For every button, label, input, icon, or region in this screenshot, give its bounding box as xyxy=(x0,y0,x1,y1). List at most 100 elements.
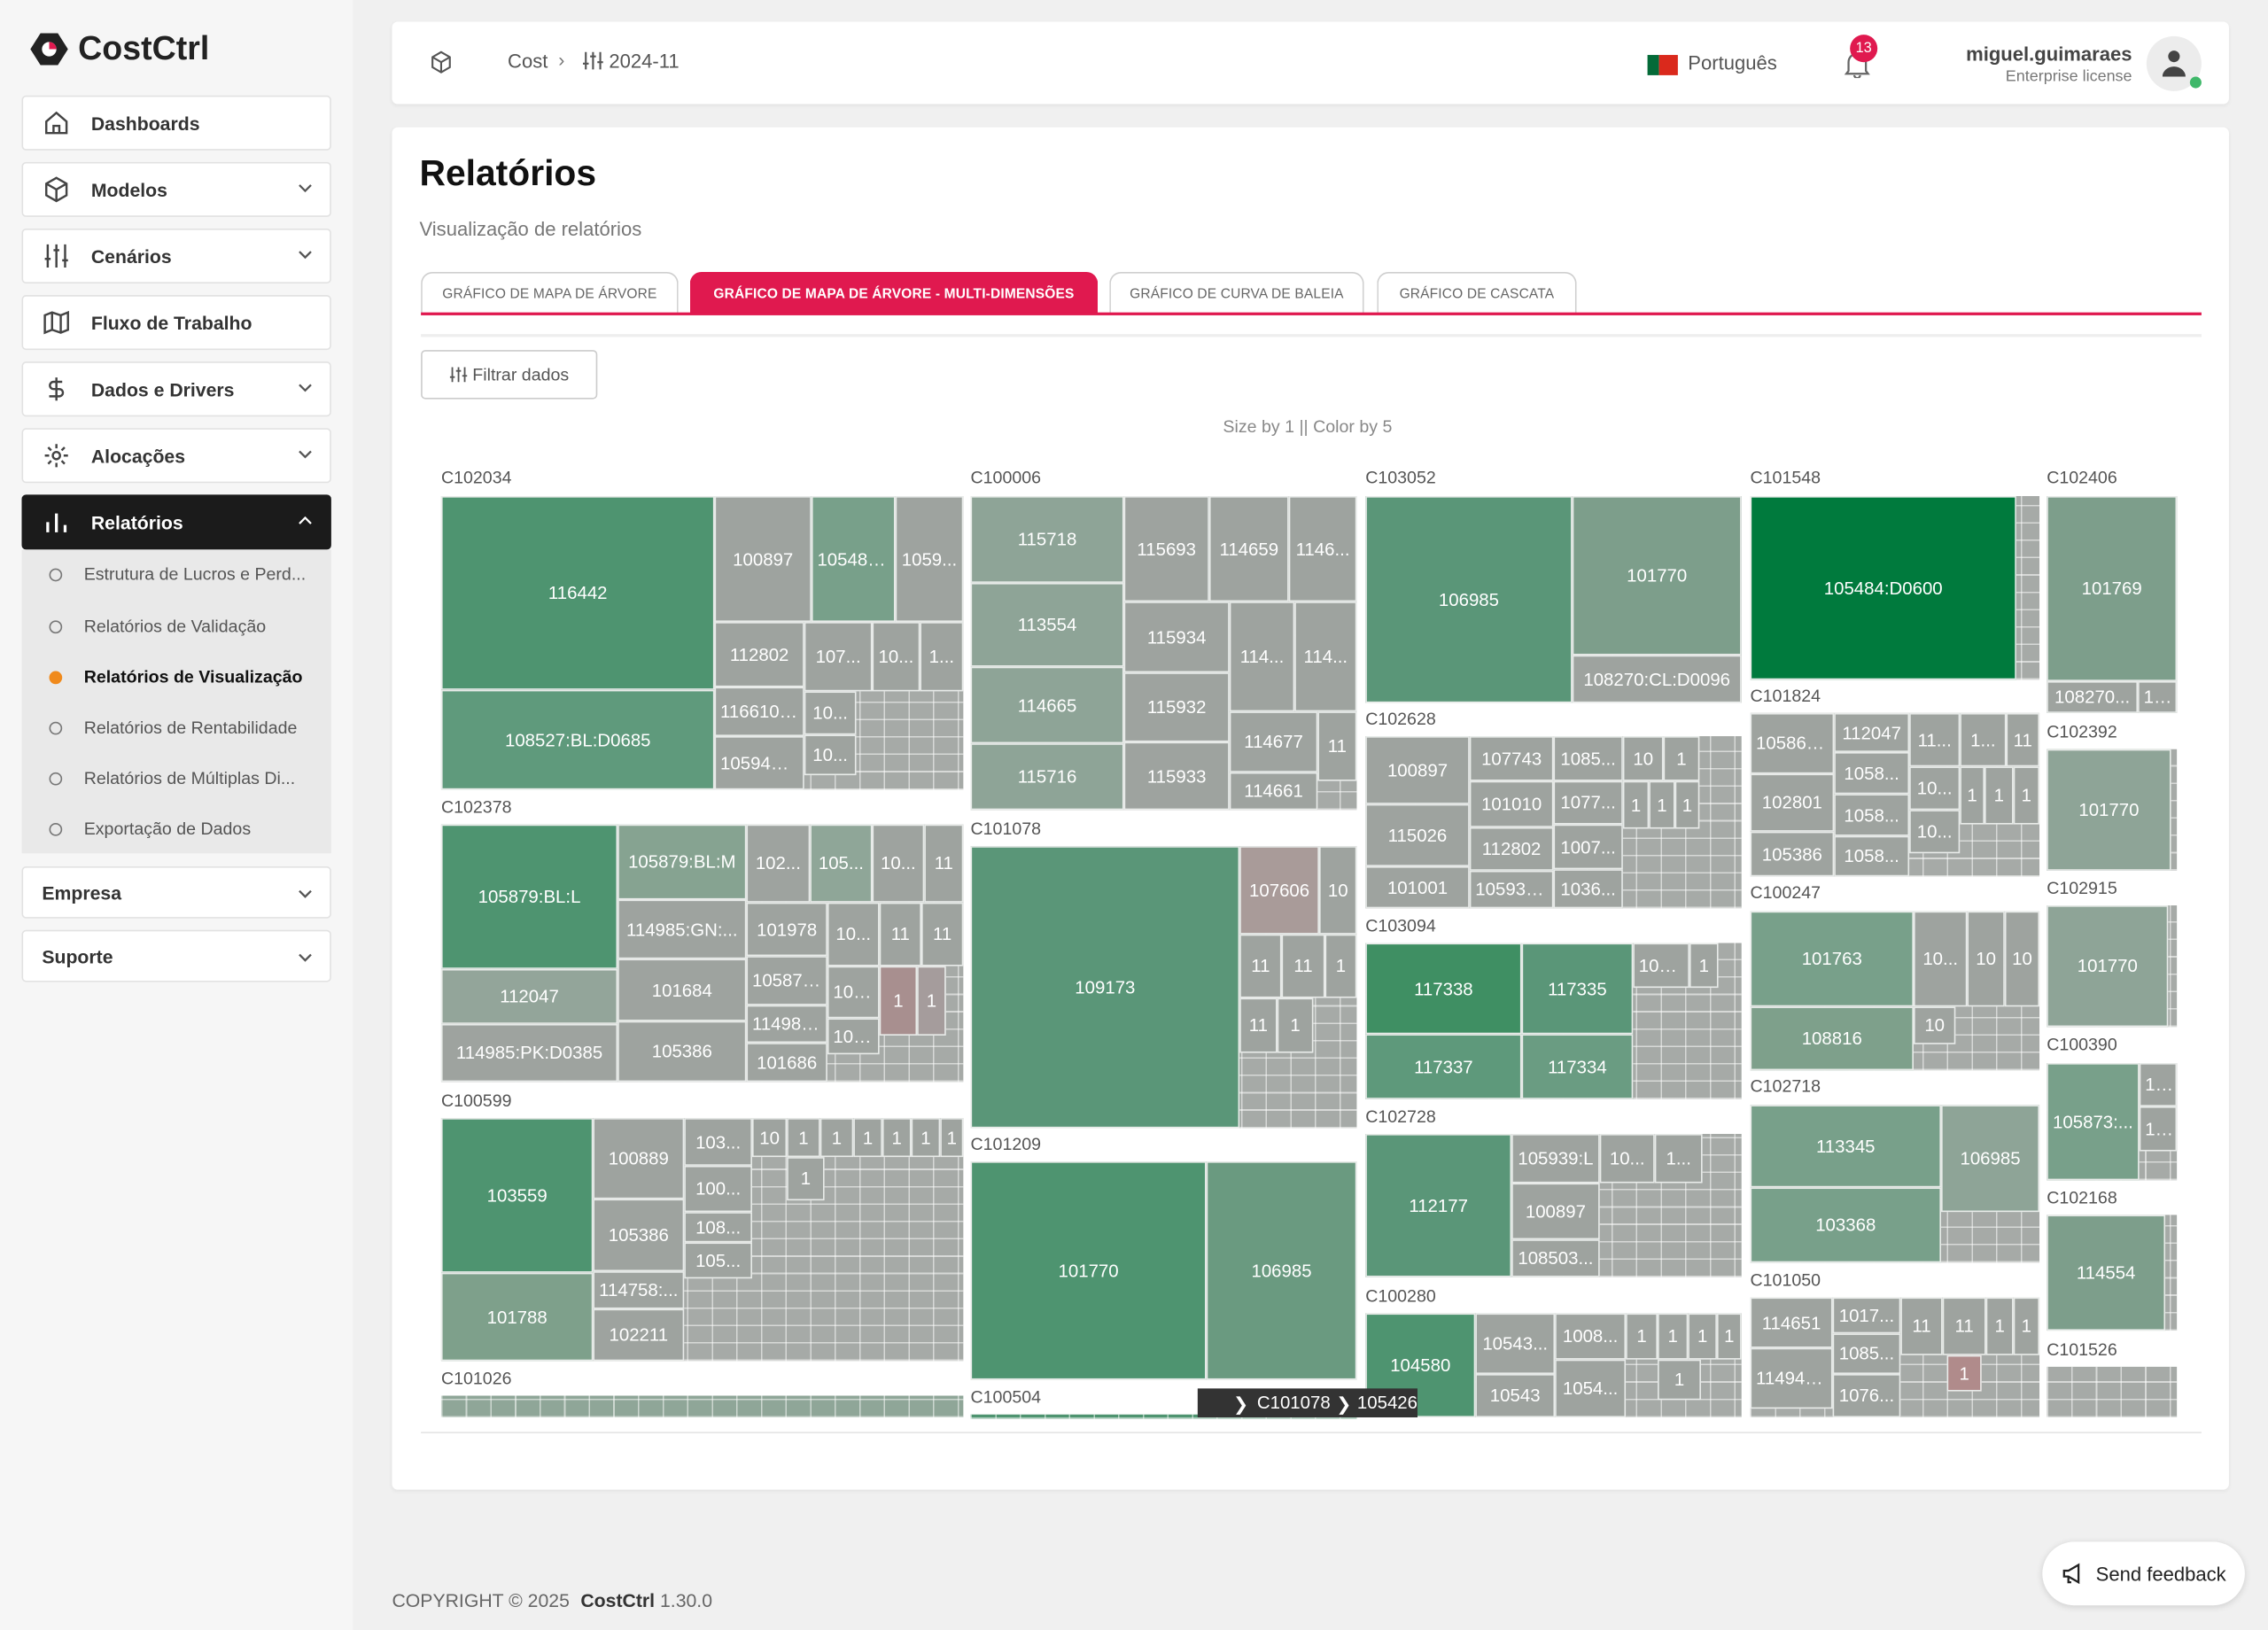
treemap-group[interactable] xyxy=(2047,1366,2178,1417)
treemap-tile[interactable]: 115934 xyxy=(1123,602,1230,673)
treemap-tile[interactable]: 105386 xyxy=(617,1021,747,1083)
treemap-tile[interactable]: 105942:... xyxy=(714,736,804,790)
treemap-tile[interactable]: 105386 xyxy=(593,1199,685,1272)
treemap-tile[interactable]: 108816 xyxy=(1750,1006,1914,1071)
treemap-tile[interactable]: 102 xyxy=(2139,1106,2178,1152)
treemap-tile[interactable]: 106985 xyxy=(1941,1105,2040,1213)
treemap-tile[interactable]: 1058... xyxy=(1834,835,1910,877)
treemap-tile[interactable]: 10... xyxy=(1599,1134,1655,1184)
treemap-tile[interactable]: 115932 xyxy=(1123,672,1230,742)
treemap-tile[interactable]: 1 xyxy=(853,1118,882,1158)
logo[interactable]: CostCtrl xyxy=(29,29,209,68)
treemap-tile[interactable]: 1 xyxy=(787,1157,825,1201)
language-selector[interactable]: Português xyxy=(1688,51,1777,74)
treemap-tile[interactable]: 105873:... xyxy=(2047,1063,2140,1181)
treemap-tile[interactable]: 105879:BL:L xyxy=(440,824,618,969)
treemap-group[interactable] xyxy=(440,1395,964,1417)
treemap-tile[interactable]: 115718 xyxy=(970,496,1124,583)
treemap-tile[interactable]: 11 xyxy=(2006,712,2040,767)
tab-waterfall[interactable]: GRÁFICO DE CASCATA xyxy=(1377,271,1577,314)
treemap-tile[interactable]: 101770 xyxy=(2047,905,2169,1028)
treemap-tile[interactable]: 101770 xyxy=(970,1161,1207,1380)
treemap-tile[interactable]: 108527:BL:D0685 xyxy=(440,689,715,790)
treemap-tile[interactable]: 108503... xyxy=(1511,1239,1600,1277)
treemap-tile[interactable]: 1 xyxy=(1626,1313,1658,1360)
treemap-tile[interactable]: 10... xyxy=(872,824,925,903)
treemap-tile[interactable]: 1 xyxy=(819,1118,854,1158)
treemap-tile[interactable]: 112177 xyxy=(1365,1134,1512,1277)
breadcrumb-cost[interactable]: Cost xyxy=(508,50,548,73)
treemap-tile[interactable]: 10 xyxy=(2004,911,2040,1007)
treemap-tile[interactable]: 108... xyxy=(684,1212,752,1243)
treemap-tile[interactable]: 1 xyxy=(879,966,918,1036)
treemap-tile[interactable]: 102211 xyxy=(593,1308,685,1362)
tab-treemap-multi-dimensions[interactable]: GRÁFICO DE MAPA DE ÁRVORE - MULTI-DIMENS… xyxy=(689,271,1099,314)
treemap-tile[interactable]: 103... xyxy=(684,1118,752,1166)
treemap-tile[interactable]: 108270... xyxy=(2047,680,2139,713)
treemap-tile[interactable]: 10... xyxy=(872,622,920,692)
treemap-tile[interactable]: 1... xyxy=(920,622,964,692)
submenu-item-estrutura[interactable]: Estrutura de Lucros e Perd... xyxy=(21,553,330,596)
treemap-tile[interactable]: 1 xyxy=(1277,997,1314,1053)
treemap-tile[interactable]: 1058... xyxy=(1834,751,1910,795)
treemap-tile[interactable]: 1 xyxy=(911,1118,941,1158)
treemap-tile[interactable]: 103368 xyxy=(1750,1187,1942,1263)
treemap-tile[interactable]: 10... xyxy=(804,734,857,776)
treemap-tile[interactable]: 105... xyxy=(684,1242,752,1279)
treemap-tile[interactable]: 1 xyxy=(1649,780,1675,829)
treemap-tile[interactable]: 112802 xyxy=(714,622,804,687)
tab-treemap[interactable]: GRÁFICO DE MAPA DE ÁRVORE xyxy=(421,271,679,314)
treemap-tile[interactable]: 112802 xyxy=(1469,827,1554,871)
treemap-tile[interactable]: 105... xyxy=(1633,943,1689,989)
treemap-tile[interactable]: 105939:L xyxy=(1511,1134,1600,1184)
treemap-tile[interactable]: 114554 xyxy=(2047,1215,2166,1331)
treemap-tile[interactable]: 101763 xyxy=(1750,911,1914,1007)
treemap-tile[interactable]: 115933 xyxy=(1123,741,1230,811)
treemap-tile[interactable]: 11 xyxy=(879,902,921,966)
treemap-tile[interactable]: 11 xyxy=(921,902,964,966)
treemap-tile[interactable]: 100897 xyxy=(1365,736,1470,804)
treemap-tile[interactable]: 100897 xyxy=(714,496,812,623)
breadcrumb-level[interactable]: 105426 xyxy=(1356,1393,1418,1414)
treemap-tile[interactable]: 1076... xyxy=(1832,1374,1901,1417)
treemap-tile[interactable]: 105484:D0600 xyxy=(1750,496,2016,680)
treemap-tile[interactable]: 106985 xyxy=(1365,496,1573,703)
treemap-tile[interactable]: 1017... xyxy=(1832,1297,1901,1334)
treemap-tile[interactable]: 115716 xyxy=(970,743,1124,811)
treemap-tile[interactable]: 1... xyxy=(1654,1134,1703,1184)
treemap-tile[interactable]: 107... xyxy=(804,622,873,692)
treemap-tile[interactable]: 1 xyxy=(917,966,946,1036)
treemap-tile[interactable]: 1146... xyxy=(1288,496,1357,602)
treemap-tile[interactable]: 100... xyxy=(827,1018,880,1055)
treemap-tile[interactable]: 115693 xyxy=(1123,496,1209,602)
treemap-breadcrumb[interactable]: ❯ C101078 ❯ 105426 xyxy=(1197,1388,1418,1417)
treemap-tile[interactable]: 112047 xyxy=(440,968,618,1024)
treemap-tile[interactable]: 114941... xyxy=(1750,1347,1833,1409)
treemap-tile[interactable]: 100889 xyxy=(593,1118,685,1199)
treemap-tile[interactable]: 1085... xyxy=(1553,736,1623,781)
submenu-item-rentabilidade[interactable]: Relatórios de Rentabilidade xyxy=(21,706,330,749)
treemap-tile[interactable]: 112047 xyxy=(1834,712,1910,752)
cube-icon[interactable] xyxy=(431,50,452,74)
treemap-tile[interactable]: 103559 xyxy=(440,1118,594,1273)
treemap-tile[interactable]: 102... xyxy=(746,824,811,903)
treemap-tile[interactable]: 11 xyxy=(1281,934,1325,998)
treemap-tile[interactable]: 1 xyxy=(2013,766,2040,825)
breadcrumb-level[interactable]: C101078 xyxy=(1256,1393,1331,1414)
treemap-tile[interactable]: 114985:GN:... xyxy=(617,899,747,959)
submenu-item-exportacao[interactable]: Exportação de Dados xyxy=(21,807,330,850)
submenu-item-visualizacao[interactable]: Relatórios de Visualização xyxy=(21,656,330,699)
treemap-tile[interactable]: 1 xyxy=(1622,780,1650,829)
submenu-item-multiplas-dimensoes[interactable]: Relatórios de Múltiplas Di... xyxy=(21,757,330,800)
treemap-tile[interactable]: 114758:... xyxy=(593,1271,685,1309)
treemap-tile[interactable]: 10 xyxy=(1318,846,1357,935)
treemap-tile[interactable]: 101770 xyxy=(1572,496,1742,656)
treemap-tile[interactable]: 10543 xyxy=(1475,1374,1556,1417)
treemap-tile[interactable]: 107743 xyxy=(1469,736,1554,781)
treemap-tile[interactable]: 113554 xyxy=(970,582,1124,667)
treemap-tile[interactable]: 102 xyxy=(2139,1063,2178,1106)
tab-whale-curve[interactable]: GRÁFICO DE CURVA DE BALEIA xyxy=(1109,271,1364,314)
treemap-tile[interactable]: 101770 xyxy=(2047,749,2171,871)
treemap-tile[interactable]: 105938... xyxy=(1469,870,1554,909)
sidebar-item-fluxo-de-trabalho[interactable]: Fluxo de Trabalho xyxy=(21,295,331,351)
